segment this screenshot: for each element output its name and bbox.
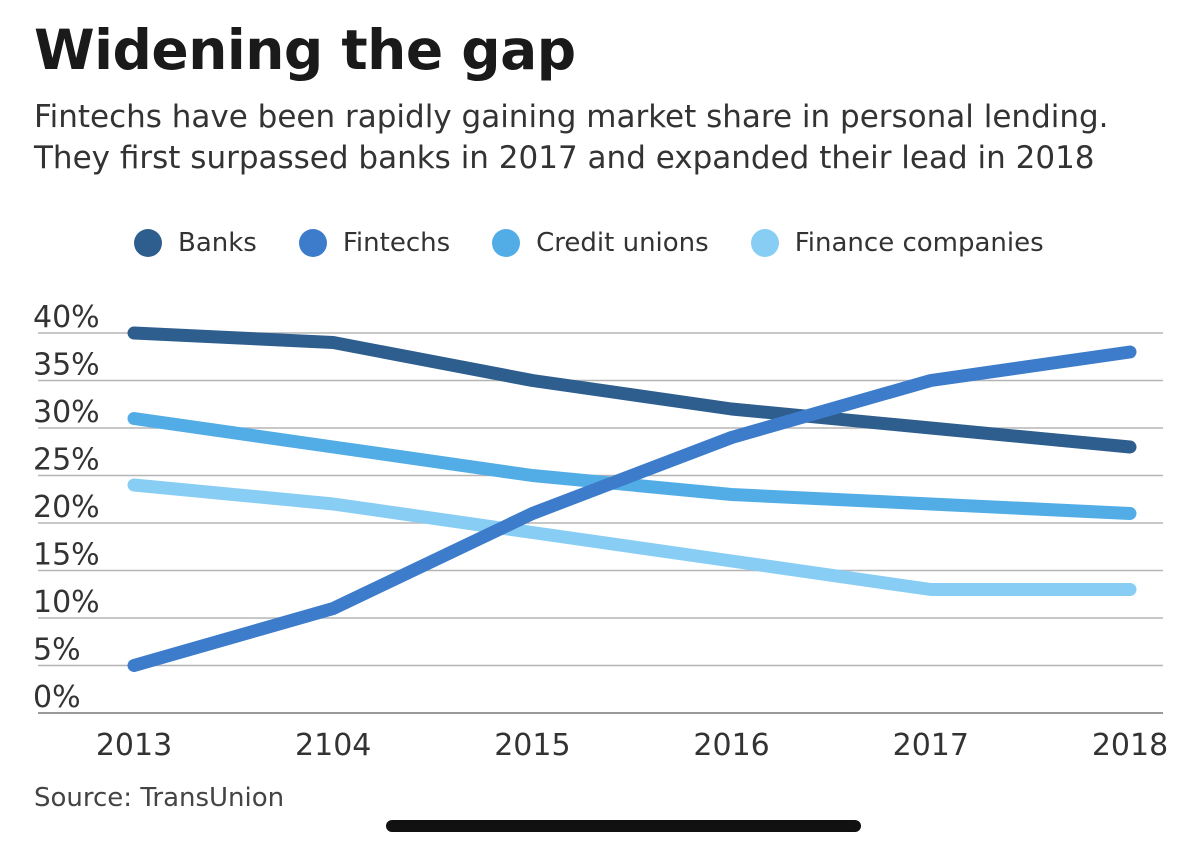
series-line-credit-unions [127,412,1137,520]
home-indicator[interactable] [386,820,861,832]
x-tick-label: 2018 [1092,728,1168,763]
y-tick-label: 25% [33,443,100,478]
legend: Banks Fintechs Credit unions Finance com… [134,228,1086,258]
series-lines [127,326,1137,672]
series-line-banks [127,326,1137,454]
y-axis-ticks: 40% 35% 30% 25% 20% 15% 10% 5% 0% [33,300,100,715]
x-tick-label: 2104 [295,728,371,763]
y-tick-label: 40% [33,300,100,335]
line-chart: 40%35%30%25%20%15%10%5%0% 2013 2104 2015 20… [33,300,1168,763]
y-tick-label: 5% [33,633,81,668]
source-note: Source: TransUnion [34,783,285,813]
legend-swatch-credit-unions [492,229,521,257]
legend-item-fintechs: Fintechs [298,228,451,258]
series-line-finance-companies [127,478,1137,596]
y-tick-label: 10% [33,585,100,620]
legend-item-finance-companies: Finance companies [750,228,1044,258]
y-tick-label: 20% [33,490,100,525]
legend-swatch-banks [134,229,162,257]
legend-swatch-finance-companies [750,229,779,257]
legend-label-fintechs: Fintechs [342,228,451,258]
chart-title: Widening the gap [34,18,576,82]
x-axis-ticks: 2013 2104 2015 2016 2017 2018 [96,728,1168,763]
y-tick-label: 15% [33,538,100,573]
y-tick-label: 0% [33,680,81,715]
x-tick-label: 2015 [494,728,570,763]
y-tick-label: 30% [33,395,100,430]
x-tick-label: 2016 [693,728,769,763]
x-tick-label: 2013 [96,728,172,763]
legend-swatch-fintechs [298,229,327,257]
legend-item-banks: Banks [134,228,257,258]
y-tick-label: 35% [33,348,100,383]
legend-label-banks: Banks [178,228,257,258]
legend-label-credit-unions: Credit unions [536,228,709,258]
chart-subtitle: Fintechs have been rapidly gaining marke… [34,99,1109,176]
legend-label-finance-companies: Finance companies [794,228,1044,258]
x-tick-label: 2017 [893,728,969,763]
series-line-fintechs [127,345,1137,672]
legend-item-credit-unions: Credit unions [492,228,709,258]
